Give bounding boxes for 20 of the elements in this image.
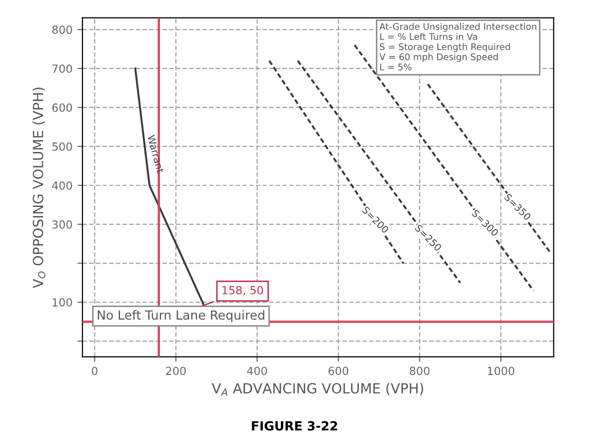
y-tick-label: 700 — [52, 64, 72, 73]
y-tick-label: 600 — [52, 103, 72, 112]
annotation: No Left Turn Lane Required — [98, 310, 264, 322]
y-tick-label: 800 — [52, 26, 72, 34]
x-tick-label: 0 — [92, 366, 98, 376]
x-tick-label: 400 — [247, 366, 267, 376]
x-axis-title: V$_{A}$ ADVANCING VOLUME (VPH) — [212, 382, 424, 396]
y-tick-label: 500 — [52, 142, 72, 151]
y-axis-title: V$_{O}$ OPPOSING VOLUME (VPH) — [32, 88, 46, 288]
x-tick-label: 200 — [166, 366, 186, 376]
y-tick-label: 400 — [52, 181, 72, 190]
x-tick-label: 600 — [328, 366, 348, 376]
annotation: Warrant — [147, 134, 164, 174]
x-tick-label: 800 — [410, 366, 430, 376]
annotation: At-Grade Unsignalized Intersection L = % Left Turns in Va S = Storage Length Required V = 60 mph Design Speed L = 5% — [379, 22, 536, 70]
y-tick-label: 100 — [52, 298, 72, 307]
annotation: 158, 50 — [222, 286, 263, 296]
x-tick-label: 1000 — [488, 366, 514, 376]
text: FIGURE 3-22 — [252, 421, 338, 431]
y-tick-label: 300 — [52, 220, 72, 229]
